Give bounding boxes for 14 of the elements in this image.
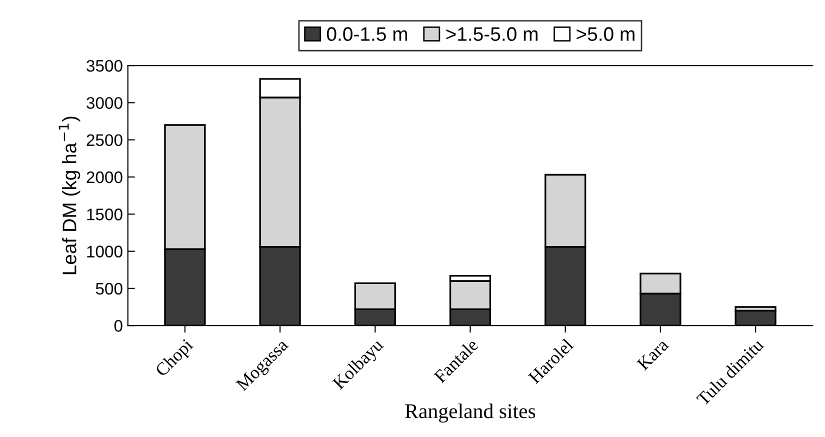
y-tick-label: 2000	[86, 171, 122, 184]
legend-label: >5.0 m	[576, 27, 634, 41]
y-axis-title: Leaf DM (kg ha$^{−1}$)	[58, 116, 80, 274]
y-tick-label: 1000	[87, 246, 122, 258]
y-tick-label: 2500	[86, 134, 122, 146]
y-tick-label: 3500	[86, 60, 122, 72]
y-tick-label: 0	[114, 320, 122, 332]
legend-label: >1.5-5.0 m	[446, 27, 538, 41]
y-tick-label: 3000	[86, 97, 122, 109]
y-tick-label: 1500	[87, 208, 122, 220]
legend-label: 0.0-1.5 m	[326, 27, 408, 41]
y-tick-label: 500	[96, 282, 122, 295]
x-tick-label: Kara	[636, 338, 670, 371]
x-axis-title: Rangeland sites	[405, 404, 536, 423]
